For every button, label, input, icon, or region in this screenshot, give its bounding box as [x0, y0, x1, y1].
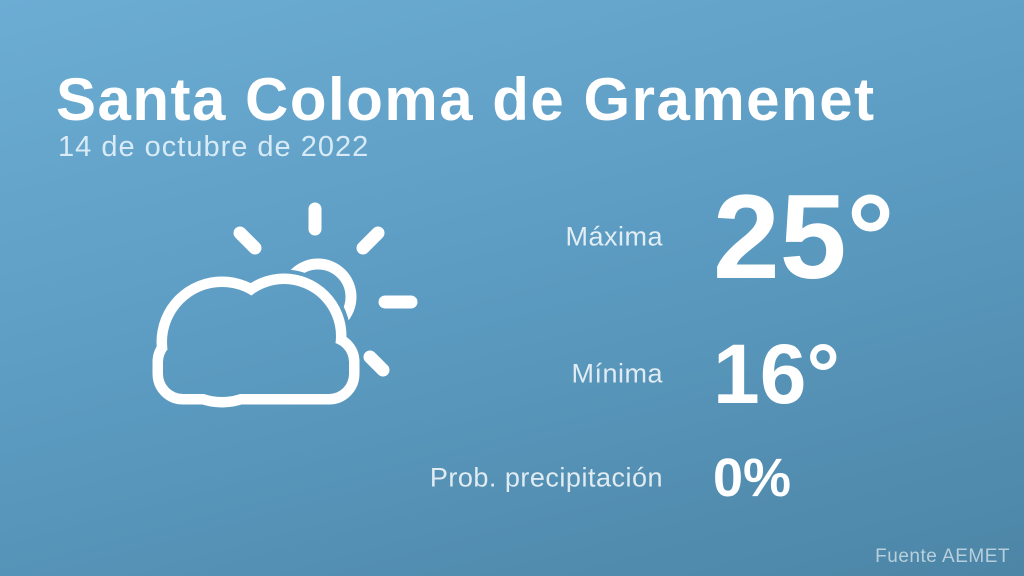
- date-subtitle: 14 de octubre de 2022: [58, 131, 370, 163]
- minima-label: Mínima: [571, 358, 663, 389]
- minima-value: 16°: [713, 327, 841, 421]
- metric-row-precipitacion: Prob. precipitación 0%: [0, 451, 1000, 505]
- maxima-value: 25°: [713, 170, 895, 304]
- metric-row-minima: Mínima 16°: [0, 332, 1000, 416]
- metric-row-maxima: Máxima 25°: [0, 177, 1000, 297]
- page-title: Santa Coloma de Gramenet: [56, 66, 876, 133]
- sun-behind-cloud-icon: [152, 202, 418, 408]
- precipitacion-value: 0%: [713, 448, 792, 508]
- cloud-icon-part: [152, 273, 360, 408]
- maxima-label: Máxima: [565, 221, 663, 252]
- source-attribution: Fuente AEMET: [875, 546, 1010, 567]
- precipitacion-label: Prob. precipitación: [429, 462, 663, 493]
- sun-icon-part: [233, 202, 418, 377]
